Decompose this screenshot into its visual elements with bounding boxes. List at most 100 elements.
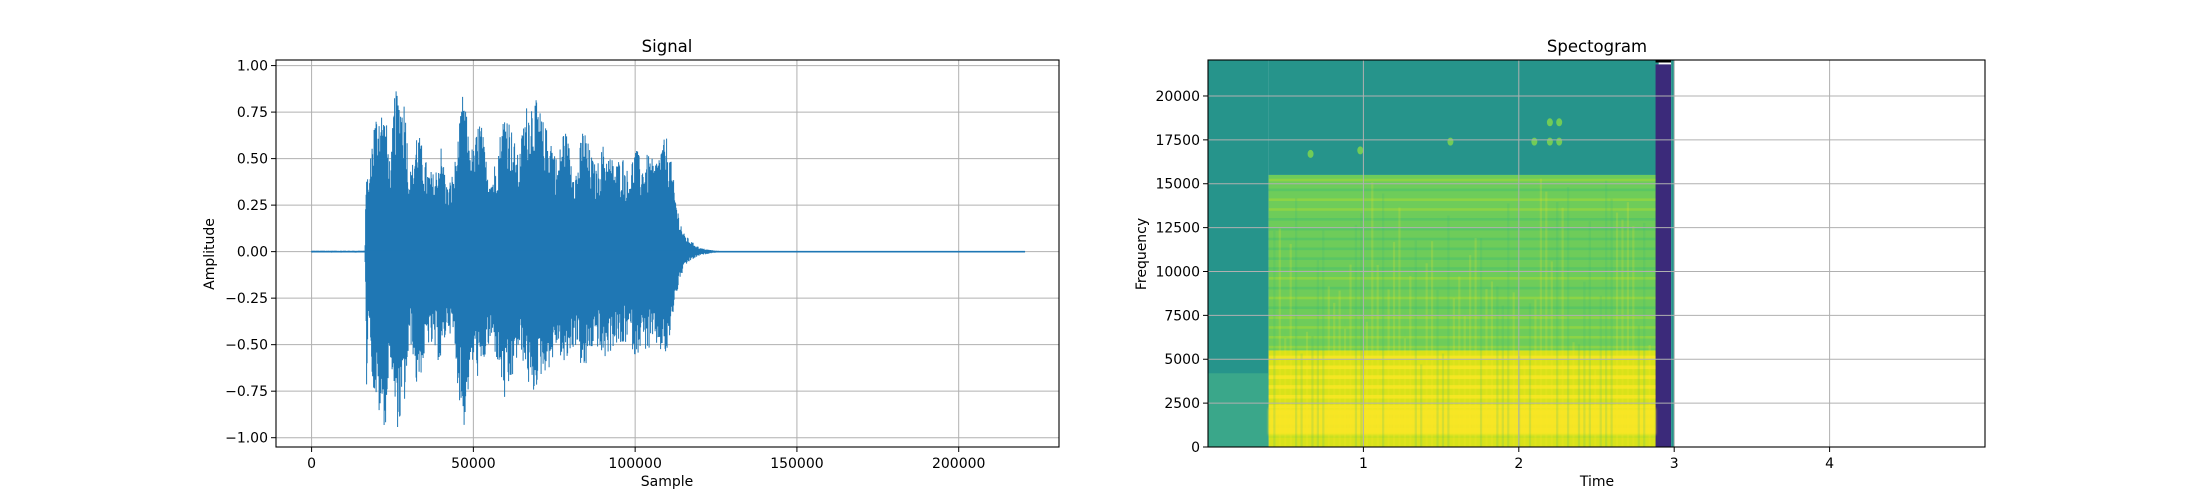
signal-y-tick-label: 0.75 (237, 105, 268, 121)
signal-x-tick-label: 200000 (932, 456, 985, 472)
spectrogram-time-texture (1273, 178, 1651, 447)
spectrogram-harmonic-band (1268, 218, 1656, 221)
spectrogram-time-slice (1414, 240, 1417, 447)
spectrogram-harmonic-band (1268, 365, 1656, 370)
spectrogram-time-slice (1441, 353, 1445, 447)
spectrogram-harmonic-band (1268, 326, 1656, 329)
spectrogram-blob (1556, 137, 1563, 146)
spectrogram-time-slice (1610, 198, 1613, 447)
spectrogram-harmonic-band (1268, 345, 1656, 349)
signal-y-tick-label: −1.00 (225, 431, 268, 447)
spectrogram-harmonic-band (1268, 335, 1656, 339)
spectrogram-harmonic-band (1268, 355, 1656, 360)
spectrogram-blob (1447, 137, 1454, 146)
spectrogram-time-slice (1588, 221, 1591, 447)
spectrogram-time-slice (1333, 302, 1336, 447)
spectrogram-time-slice (1371, 182, 1374, 447)
spectrogram-y-tick-label: 15000 (1155, 177, 1200, 193)
signal-y-tick-label: 1.00 (237, 59, 268, 75)
signal-axes-frame (275, 59, 1060, 448)
spectrogram-time-slice (1572, 342, 1575, 447)
signal-title: Signal (642, 37, 693, 56)
spectrogram-harmonic-band (1268, 394, 1656, 399)
spectrogram-time-slice (1496, 286, 1499, 447)
spectrogram-time-slice (1561, 207, 1564, 447)
spectrogram-edge-strip (1655, 60, 1672, 63)
signal-y-tick-label: −0.75 (225, 384, 268, 400)
spectrogram-image (1208, 60, 1675, 447)
spectrogram-blob (1357, 146, 1364, 155)
spectrogram-time-slice (1632, 226, 1635, 447)
spectrogram-time-slice (1447, 215, 1450, 447)
spectrogram-time-slice (1360, 213, 1363, 447)
spectrogram-time-slice (1452, 298, 1455, 447)
signal-plot-area (311, 91, 1026, 427)
spectrogram-region (1268, 60, 1659, 175)
spectrogram-time-slice (1322, 230, 1325, 447)
spectrogram-y-tick-label: 20000 (1155, 89, 1200, 105)
spectrogram-y-tick-label: 7500 (1164, 308, 1200, 324)
spectrogram-time-slice (1354, 224, 1358, 447)
spectrogram-time-slice (1599, 295, 1602, 447)
spectrogram-harmonic-band (1268, 404, 1656, 409)
spectrogram-harmonic-band (1268, 247, 1656, 251)
spectrogram-region (1208, 373, 1269, 447)
spectrogram-x-tick-label: 1 (1359, 456, 1368, 472)
spectrogram-time-slice (1485, 288, 1488, 447)
spectrogram-harmonic-band (1268, 178, 1656, 182)
spectrogram-x-ticks: 1 2 3 4 (1359, 447, 1834, 472)
spectrogram-title: Spectogram (1547, 37, 1647, 56)
signal-y-tick-label: 0.25 (237, 198, 268, 214)
spectrogram-time-slice (1278, 228, 1281, 447)
spectrogram-time-slice (1621, 219, 1624, 447)
spectrogram-harmonic-band (1268, 277, 1656, 280)
spectrogram-time-slice (1474, 237, 1477, 447)
spectrogram-harmonic-band (1268, 257, 1656, 260)
spectrogram-time-slice (1365, 321, 1368, 447)
spectrogram-time-slice (1398, 207, 1401, 447)
spectrogram-y-tick-label: 12500 (1155, 221, 1200, 237)
spectrogram-x-axis-label: Time (1579, 474, 1614, 490)
signal-x-ticks: 0 50000 100000 150000 200000 (307, 447, 985, 472)
spectrogram-time-slice (1382, 193, 1385, 447)
signal-x-tick-label: 0 (307, 456, 316, 472)
spectrogram-time-slice (1316, 260, 1319, 447)
spectrogram-time-slice (1284, 338, 1287, 447)
signal-y-tick-label: −0.25 (225, 291, 268, 307)
spectrogram-harmonic-band (1268, 267, 1656, 270)
spectrogram-y-tick-label: 10000 (1155, 264, 1200, 280)
spectrogram-time-slice (1436, 289, 1439, 447)
spectrogram-time-slice (1637, 325, 1640, 447)
signal-x-tick-label: 50000 (451, 456, 496, 472)
spectrogram-time-slice (1577, 344, 1581, 447)
spectrogram-x-tick-label: 2 (1514, 456, 1523, 472)
spectrogram-low-frequency-core (1268, 408, 1656, 435)
spectrogram-time-slice (1403, 338, 1407, 447)
spectrogram-time-slice (1289, 243, 1292, 447)
spectrogram-time-slice (1566, 187, 1570, 447)
signal-y-tick-label: 0.50 (237, 152, 268, 168)
signal-x-axis-label: Sample (641, 474, 694, 490)
signal-x-tick-label: 150000 (770, 456, 823, 472)
spectrogram-time-slice (1605, 180, 1608, 447)
spectrogram-harmonic-band (1268, 198, 1656, 201)
spectrogram-time-slice (1615, 212, 1619, 447)
spectrogram-region (1655, 64, 1672, 447)
spectrogram-time-slice (1295, 198, 1298, 447)
spectrogram-harmonic-band (1268, 306, 1656, 310)
spectrogram-time-slice (1409, 275, 1412, 447)
spectrogram-y-axis-label: Frequency (1134, 218, 1150, 290)
spectrogram-x-tick-label: 3 (1670, 456, 1679, 472)
spectrogram-time-slice (1327, 286, 1330, 447)
spectrogram-time-slice (1583, 281, 1586, 447)
spectrogram-y-tick-label: 17500 (1155, 133, 1200, 149)
spectrogram-blob (1556, 118, 1563, 127)
spectrogram-time-slice (1420, 364, 1423, 447)
spectrogram-time-slice (1463, 316, 1466, 447)
spectrogram-time-slice (1338, 290, 1341, 447)
spectrogram-blob (1546, 137, 1553, 146)
spectrogram-time-slice (1528, 303, 1532, 447)
spectrogram-time-slice (1376, 264, 1379, 447)
spectrogram-y-tick-label: 0 (1191, 440, 1200, 456)
